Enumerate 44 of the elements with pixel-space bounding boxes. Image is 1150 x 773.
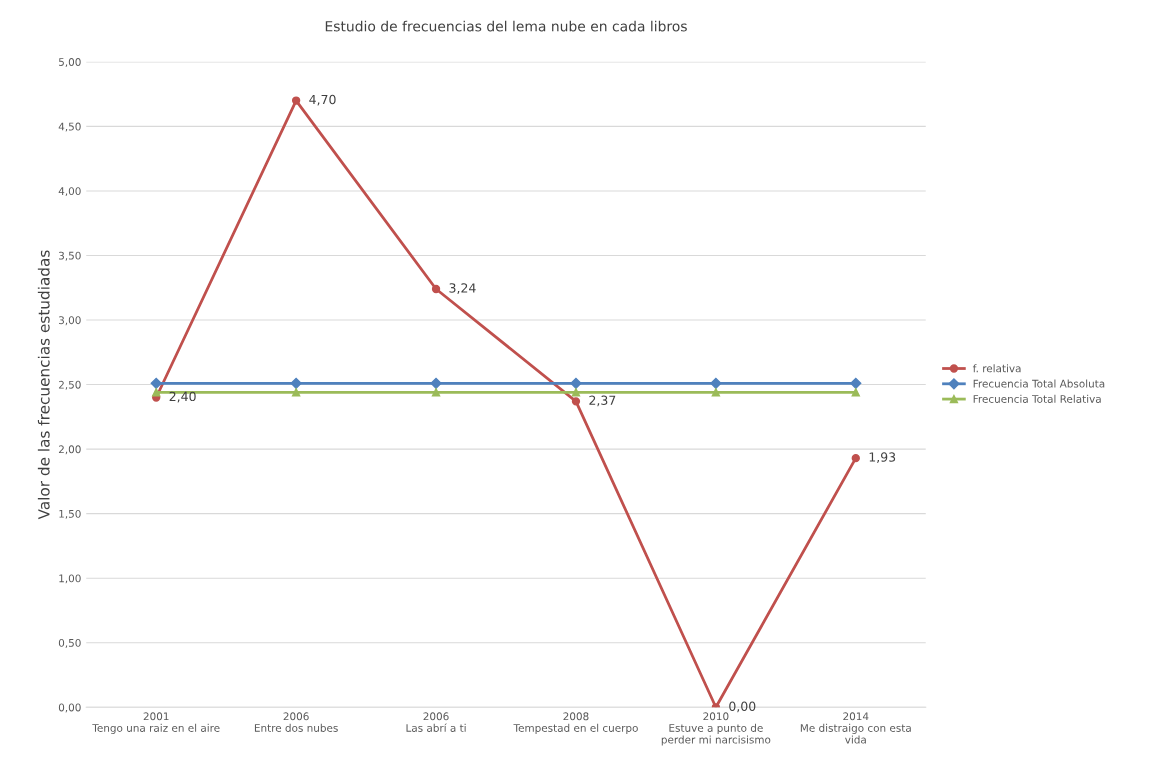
data-label: 2,37	[589, 395, 616, 407]
x-tick-label: 2010 Estuve a punto de perder mi narcisismo	[661, 712, 771, 746]
point	[571, 388, 581, 397]
x-tick-label: 2014 Me distraigo con esta vida	[800, 712, 911, 744]
y-tick-label: 3,00	[58, 316, 81, 326]
data-label: 0,00	[729, 701, 756, 713]
point	[710, 377, 722, 389]
point	[851, 388, 860, 397]
chart-title: Estudio de frecuencias del lema nube en cada libros	[325, 20, 687, 32]
y-tick-label: 3,50	[58, 251, 81, 261]
legend-label: f. relativa	[972, 364, 1021, 373]
data-label: 4,70	[309, 94, 336, 106]
y-tick-label: 2,00	[58, 445, 81, 455]
y-tick-label: 5,00	[59, 58, 81, 68]
y-tick-label: 4,00	[58, 187, 81, 197]
x-tick-label: 2001 Tengo una raiz en el aire	[92, 712, 220, 734]
data-label: 1,93	[869, 452, 896, 464]
point	[430, 377, 442, 389]
point	[431, 284, 441, 294]
y-tick-label: 1,00	[59, 574, 81, 584]
y-axis-title: Valor de las frecuencias estudiadas	[37, 250, 50, 520]
y-tick-label: 4,50	[58, 122, 81, 132]
point	[291, 388, 301, 397]
point	[290, 377, 302, 389]
point	[152, 388, 161, 397]
x-tick-label: 2008 Tempestad en el cuerpo	[513, 712, 638, 734]
y-tick-label: 2,50	[58, 380, 81, 390]
point	[570, 377, 582, 389]
point	[291, 96, 301, 105]
point	[851, 453, 860, 463]
point	[571, 397, 581, 406]
point	[431, 388, 441, 397]
legend-label: Frecuencia Total Relativa	[973, 394, 1101, 403]
data-label: 3,24	[449, 283, 476, 294]
x-tick-label: 2006 Entre dos nubes	[254, 712, 338, 732]
y-tick-label: 0,50	[58, 638, 81, 648]
point	[711, 388, 721, 397]
legend-label: Frecuencia Total Absoluta	[973, 379, 1105, 388]
point	[150, 377, 162, 389]
x-tick-label: 2006 Las abrí a ti	[406, 712, 466, 732]
y-tick-label: 1,50	[59, 509, 81, 519]
y-tick-label: 0,00	[58, 703, 81, 713]
point	[850, 377, 862, 389]
data-label: 2,40	[169, 391, 196, 403]
